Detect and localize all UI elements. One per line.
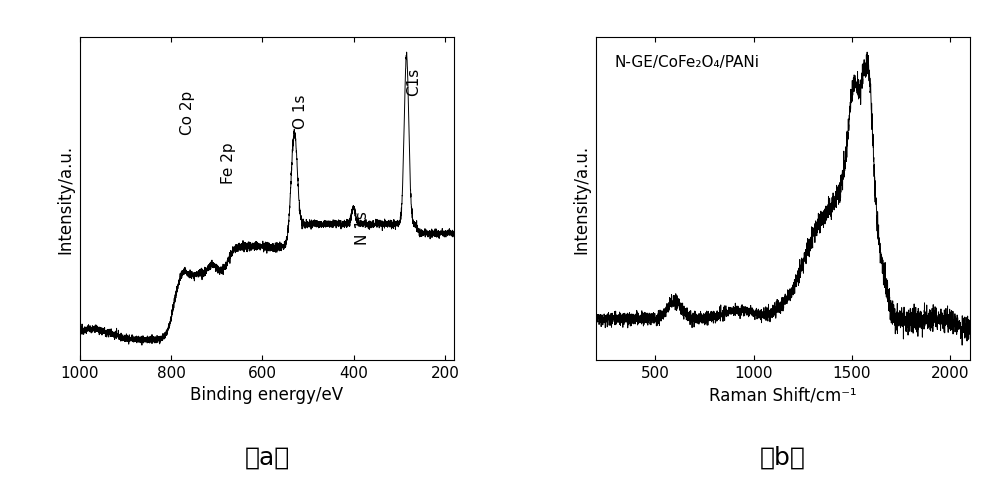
Text: Fe 2p: Fe 2p: [221, 142, 236, 183]
Text: C1s: C1s: [406, 68, 421, 96]
Text: N-GE/CoFe₂O₄/PANi: N-GE/CoFe₂O₄/PANi: [615, 54, 760, 70]
Y-axis label: Intensity/a.u.: Intensity/a.u.: [56, 145, 74, 253]
Text: Co 2p: Co 2p: [180, 91, 195, 135]
Y-axis label: Intensity/a.u.: Intensity/a.u.: [572, 145, 590, 253]
Text: （a）: （a）: [244, 444, 290, 468]
Text: O 1s: O 1s: [293, 94, 308, 129]
Text: （b）: （b）: [760, 444, 806, 468]
X-axis label: Raman Shift/cm⁻¹: Raman Shift/cm⁻¹: [709, 385, 857, 403]
Text: N 1s: N 1s: [355, 210, 370, 244]
X-axis label: Binding energy/eV: Binding energy/eV: [190, 385, 344, 403]
